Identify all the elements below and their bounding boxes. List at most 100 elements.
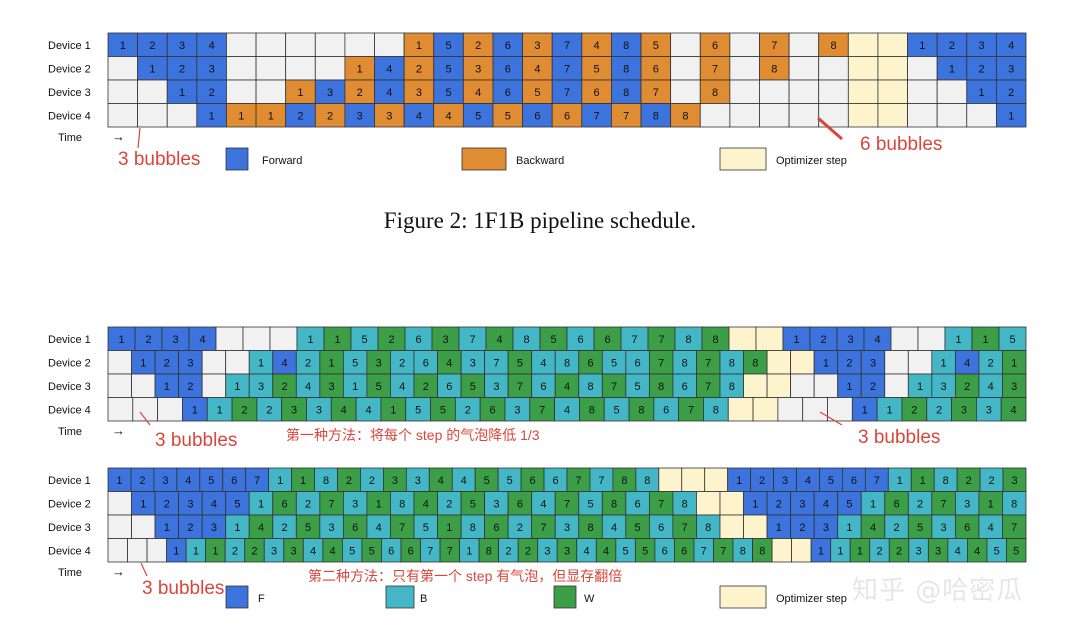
legend-label-optimizer: Optimizer step xyxy=(776,593,847,605)
cell-microbatch-label: 5 xyxy=(234,498,240,510)
schedule-cell xyxy=(719,491,744,516)
cell-microbatch-label: 5 xyxy=(623,545,629,557)
cell-microbatch-label: 1 xyxy=(390,404,396,416)
cell-microbatch-label: 3 xyxy=(941,522,947,534)
cell-microbatch-label: 3 xyxy=(352,498,358,510)
cell-microbatch-label: 4 xyxy=(438,475,444,487)
cell-microbatch-label: 8 xyxy=(729,357,735,369)
cell-microbatch-label: 1 xyxy=(297,87,303,99)
cell-microbatch-label: 1 xyxy=(300,475,306,487)
cell-microbatch-label: 6 xyxy=(505,40,511,52)
cell-microbatch-label: 5 xyxy=(369,545,375,557)
cell-microbatch-label: 1 xyxy=(752,498,758,510)
cell-microbatch-label: 8 xyxy=(713,404,719,416)
schedule-cell xyxy=(225,350,250,375)
cell-microbatch-label: 2 xyxy=(187,381,193,393)
cell-microbatch-label: 4 xyxy=(258,522,264,534)
cell-microbatch-label: 1 xyxy=(846,381,852,393)
schedule-cell xyxy=(802,397,828,422)
cell-microbatch-label: 2 xyxy=(416,63,422,75)
schedule-cell xyxy=(818,79,849,104)
cell-microbatch-label: 2 xyxy=(870,381,876,393)
cell-microbatch-label: 5 xyxy=(517,357,523,369)
cell-microbatch-label: 1 xyxy=(466,545,472,557)
cell-microbatch-label: 8 xyxy=(323,475,329,487)
cell-microbatch-label: 1 xyxy=(818,545,824,557)
cell-microbatch-label: 1 xyxy=(116,475,122,487)
cell-microbatch-label: 8 xyxy=(705,522,711,534)
cell-microbatch-label: 4 xyxy=(1011,404,1017,416)
bubble-arrow xyxy=(139,411,151,426)
cell-microbatch-label: 1 xyxy=(862,404,868,416)
schedule-cell xyxy=(1006,538,1027,563)
schedule-cell xyxy=(790,373,815,398)
cell-microbatch-label: 2 xyxy=(281,522,287,534)
schedule-cell xyxy=(242,326,271,351)
schedule-cell xyxy=(226,79,257,104)
cell-microbatch-label: 8 xyxy=(682,498,688,510)
cell-microbatch-label: 3 xyxy=(258,381,264,393)
legend-swatch-optimizer xyxy=(719,585,767,609)
cell-microbatch-label: 2 xyxy=(399,357,405,369)
cell-microbatch-label: 7 xyxy=(598,475,604,487)
cell-microbatch-label: 3 xyxy=(271,545,277,557)
method-annotation: 第一种方法：将每个 step 的气泡降低 1/3 xyxy=(286,427,540,443)
cell-microbatch-label: 6 xyxy=(635,357,641,369)
cell-microbatch-label: 1 xyxy=(334,334,340,346)
cell-microbatch-label: 2 xyxy=(876,545,882,557)
figure-caption: Figure 2: 1F1B pipeline schedule. xyxy=(383,208,697,233)
cell-microbatch-label: 2 xyxy=(305,357,311,369)
time-label: Time xyxy=(58,132,82,144)
cell-microbatch-label: 3 xyxy=(327,87,333,99)
schedule-cell xyxy=(729,56,760,81)
cell-microbatch-label: 3 xyxy=(376,357,382,369)
schedule-cell xyxy=(658,467,683,492)
schedule-cell xyxy=(788,32,820,57)
schedule-cell xyxy=(107,79,139,104)
cell-microbatch-label: 2 xyxy=(988,357,994,369)
schedule-cell xyxy=(777,397,804,422)
cell-microbatch-label: 8 xyxy=(740,545,746,557)
cell-microbatch-label: 4 xyxy=(386,63,392,75)
cell-microbatch-label: 3 xyxy=(514,404,520,416)
cell-microbatch-label: 6 xyxy=(851,475,857,487)
schedule-cell xyxy=(727,397,754,422)
cell-microbatch-label: 3 xyxy=(870,357,876,369)
legend-label-w: W xyxy=(584,593,595,605)
row-label: Device 1 xyxy=(48,40,91,52)
row-label: Device 4 xyxy=(48,110,91,122)
schedule-cell xyxy=(215,326,244,351)
cell-microbatch-label: 3 xyxy=(961,404,967,416)
row-label: Device 4 xyxy=(48,545,91,557)
cell-microbatch-label: 5 xyxy=(994,545,1000,557)
cell-microbatch-label: 7 xyxy=(705,357,711,369)
legend-label-b: B xyxy=(420,593,427,605)
schedule-cell xyxy=(907,103,938,128)
row-label: Device 2 xyxy=(48,63,91,75)
cell-microbatch-label: 2 xyxy=(475,40,481,52)
schedule-cell xyxy=(285,32,316,57)
cell-microbatch-label: 4 xyxy=(805,475,811,487)
cell-microbatch-label: 2 xyxy=(164,498,170,510)
cell-microbatch-label: 4 xyxy=(211,498,217,510)
legend-swatch-b xyxy=(385,585,415,609)
cell-microbatch-label: 7 xyxy=(701,545,707,557)
cell-microbatch-label: 5 xyxy=(423,522,429,534)
cell-microbatch-label: 2 xyxy=(266,404,272,416)
cell-microbatch-label: 3 xyxy=(329,381,335,393)
cell-microbatch-label: 7 xyxy=(564,498,570,510)
cell-microbatch-label: 3 xyxy=(416,87,422,99)
cell-microbatch-label: 6 xyxy=(577,334,583,346)
schedule-cell xyxy=(847,79,879,104)
schedule-cell xyxy=(107,56,139,81)
legend-swatch-w xyxy=(553,585,577,609)
schedule-cell xyxy=(728,326,757,351)
cell-microbatch-label: 7 xyxy=(712,63,718,75)
schedule-cell xyxy=(907,350,933,375)
cell-microbatch-label: 8 xyxy=(653,110,659,122)
cell-microbatch-label: 8 xyxy=(589,404,595,416)
cell-microbatch-label: 7 xyxy=(653,87,659,99)
cell-microbatch-label: 7 xyxy=(594,110,600,122)
cell-microbatch-label: 4 xyxy=(583,545,589,557)
schedule-cell xyxy=(877,79,908,104)
